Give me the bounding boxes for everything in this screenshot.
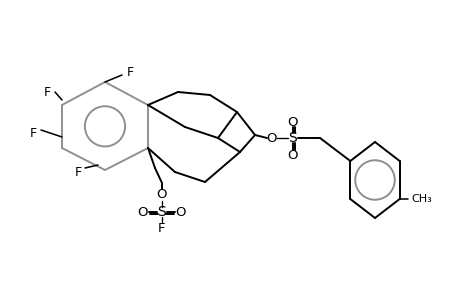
Text: O: O: [175, 206, 186, 218]
Text: F: F: [43, 85, 50, 98]
Text: F: F: [158, 221, 165, 235]
Text: F: F: [74, 166, 81, 178]
Text: F: F: [29, 127, 36, 140]
Text: O: O: [137, 206, 148, 218]
Text: F: F: [126, 65, 133, 79]
Text: O: O: [287, 148, 297, 161]
Text: CH₃: CH₃: [411, 194, 431, 204]
Text: O: O: [266, 131, 277, 145]
Text: O: O: [287, 116, 297, 128]
Text: O: O: [157, 188, 167, 202]
Text: S: S: [157, 205, 166, 219]
Text: S: S: [288, 131, 297, 145]
